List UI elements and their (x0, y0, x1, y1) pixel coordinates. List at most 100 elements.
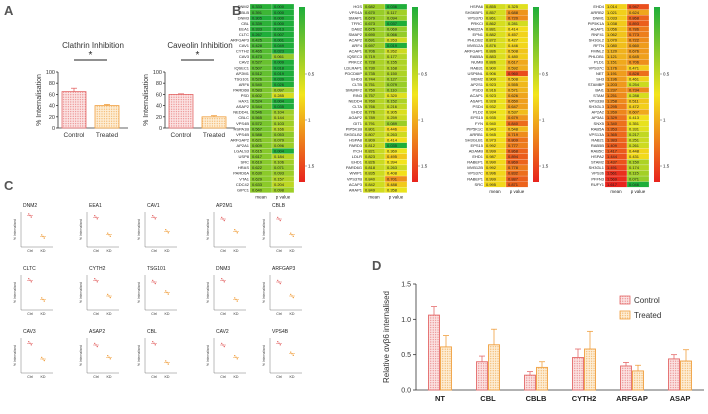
heat-value-pvalue: 0.263 (387, 165, 398, 170)
bar-control (168, 94, 194, 129)
gene-label: ARF6 (239, 82, 250, 87)
scatter-point (30, 216, 32, 218)
x-tick-label: CBLB (526, 394, 547, 403)
scale-tick-label: 1.5 (421, 164, 428, 169)
gene-label: RNF41 (591, 32, 604, 37)
scatter-x-label: Ctrl (27, 312, 33, 316)
heat-value-pvalue: 0.152 (387, 99, 398, 104)
heat-value-pvalue: 0.446 (508, 43, 519, 48)
scatter-ylabel: % Internalised (79, 219, 83, 240)
scatter-x-label: Ctrl (220, 312, 226, 316)
heat-value-pvalue: 0.394 (387, 160, 398, 165)
y-tick-label: 0 (52, 126, 55, 132)
bar-control-nt (428, 314, 440, 391)
scatter-point (223, 281, 225, 283)
scatter-ylabel: % Internalised (13, 282, 17, 303)
heat-value-pvalue: 0.869 (508, 160, 519, 165)
heat-value-pvalue: 0.778 (508, 165, 519, 170)
heat-value-pvalue: 0.007 (274, 32, 285, 37)
legend-swatch-treated (619, 310, 631, 320)
heat-value-mean: 1.021 (607, 10, 618, 15)
scatter-point (154, 218, 156, 220)
scatter-title: CAV1 (147, 203, 160, 209)
scatter-point (165, 360, 167, 362)
heat-value-mean: 0.682 (365, 4, 376, 9)
heat-value-pvalue: 0.719 (508, 132, 519, 137)
scatter-x-label: Ctrl (27, 375, 33, 379)
heat-value-pvalue: 0.155 (387, 60, 398, 65)
heat-value-pvalue: 0.871 (508, 182, 519, 187)
heat-value-pvalue: 0.115 (629, 171, 639, 176)
heat-value-mean: 0.615 (252, 149, 263, 154)
heat-value-mean: 1.062 (607, 32, 618, 37)
heat-value-mean: 1.033 (607, 15, 618, 20)
panel-d-bar-chart: Relative αvβ6 internalised 0.0 0.5 1.0 1.5 NT… (382, 282, 704, 403)
heat-value-mean: 0.428 (252, 43, 263, 48)
heat-value-mean: 0.881 (486, 26, 497, 31)
scatter-x-label: Ctrl (276, 375, 282, 379)
heat-value-pvalue: 0.263 (387, 38, 398, 43)
scatter-point (28, 340, 30, 343)
scale-tick-label: 1 (421, 118, 424, 123)
heat-value-mean: 0.719 (365, 54, 376, 59)
heat-value-mean: 0.473 (252, 54, 263, 59)
y-tick-label: 40 (156, 104, 162, 110)
column-label-mean: mean (368, 195, 380, 200)
heat-value-pvalue: 0.331 (629, 126, 640, 131)
column-label-pvalue: p value (510, 189, 525, 194)
heat-value-mean: 0.697 (365, 43, 376, 48)
gene-label: EHD3 (351, 76, 362, 81)
heat-value-pvalue: 0.701 (387, 176, 398, 181)
heat-value-pvalue: 0.089 (387, 121, 398, 126)
scatter-x-label: KD (41, 375, 46, 379)
heat-value-pvalue: 0.448 (629, 149, 640, 154)
scatter-point (94, 277, 96, 280)
gene-label: SH3GLB1 (465, 137, 484, 142)
heat-value-pvalue: 0.061 (274, 54, 285, 59)
panel-c-scatter-grid: DNM2 % Internalised Ctrl KD EEA1 % Internalis… (13, 203, 302, 379)
heat-value-mean: 0.670 (365, 10, 376, 15)
gene-label: VPS37B (347, 176, 362, 181)
y-tick-label: 1.0 (401, 317, 411, 324)
heat-value-pvalue: 0.660 (629, 43, 640, 48)
scatter-point (234, 228, 236, 231)
gene-label: SH3GL1 (589, 165, 605, 170)
scatter-x-label: KD (41, 312, 46, 316)
heat-value-mean: 1.014 (607, 4, 618, 9)
heat-value-mean: 0.862 (486, 21, 497, 26)
gene-label: DAB2 (352, 26, 363, 31)
heat-value-mean: 0.619 (252, 160, 263, 165)
scatter-ylabel: % Internalised (262, 345, 266, 366)
gene-label: PSD3 (473, 87, 484, 92)
gene-label: AGAP1 (591, 26, 605, 31)
scatter-title: CLTC (23, 266, 36, 272)
gene-label: LDLRAP1 (344, 65, 363, 70)
gene-label: HGS (353, 4, 362, 9)
scatter-point (221, 342, 223, 345)
heat-value-mean: 0.791 (365, 121, 376, 126)
heat-value-pvalue: 0.127 (387, 76, 398, 81)
gene-label: ASAP2 (236, 104, 250, 109)
y-tick-label: 0.5 (401, 352, 411, 359)
gene-label: AP2A2 (592, 110, 605, 115)
scatter-ylabel: % Internalised (137, 345, 141, 366)
heat-value-pvalue: 0.018 (274, 65, 285, 70)
gene-label: MVB12B (467, 165, 483, 170)
gene-label: RAB5A (470, 54, 483, 59)
gene-label: EHD2 (351, 110, 362, 115)
heat-value-pvalue: 0.548 (508, 126, 519, 131)
heat-value-pvalue: 0.722 (629, 38, 640, 43)
gene-label: USP6NL (467, 71, 483, 76)
gene-label: CAV2 (239, 60, 250, 65)
heat-value-pvalue: 0.000 (274, 4, 285, 9)
heat-value-pvalue: 0.184 (274, 154, 285, 159)
gene-label: RAB5B (591, 143, 604, 148)
heat-value-mean: 0.987 (486, 154, 497, 159)
gene-label: ARAP1 (349, 187, 363, 192)
scatter-point (152, 340, 154, 343)
gene-label: EPS15 (471, 115, 484, 120)
heat-value-mean: 0.512 (252, 71, 263, 76)
bar-treated (94, 105, 120, 129)
heat-value-pvalue: 0.013 (274, 26, 285, 31)
